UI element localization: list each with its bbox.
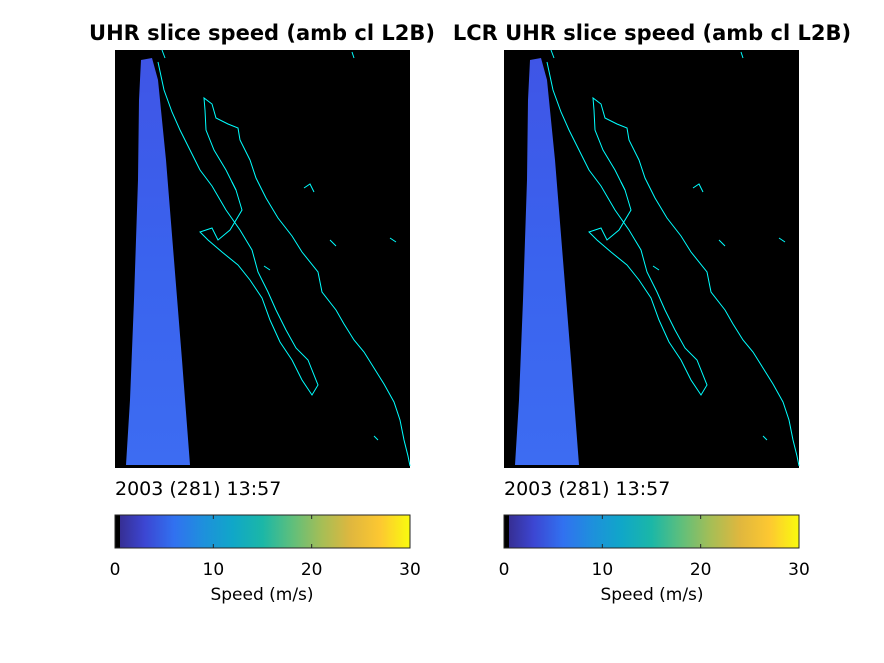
panel-1-swath — [126, 58, 190, 465]
panel-1-colorbar-tick-label: 30 — [399, 560, 421, 580]
panel-2-colorbar-tick-label: 10 — [592, 560, 614, 580]
panel-1-coastline — [157, 49, 411, 467]
panel-1-colorbar-frame — [114, 514, 411, 549]
panel-1-colorbar-tick-label: 20 — [301, 560, 323, 580]
panel-2-colorbar-tick-label: 20 — [690, 560, 712, 580]
panel-1-colorbar-zero — [115, 515, 120, 548]
panel-2-date: 2003 (281) 13:57 — [504, 478, 670, 500]
panel-1-title: UHR slice speed (amb cl L2B) — [89, 21, 435, 45]
panel-2-colorbar: 0 10 20 30 Speed (m/s) — [499, 514, 810, 605]
panel-1-colorbar: 0 10 20 30 Speed (m/s) — [110, 514, 421, 605]
panel-2-colorbar-label: Speed (m/s) — [600, 585, 703, 605]
panel-2-colorbar-zero — [504, 515, 509, 548]
panel-1: UHR slice speed (amb cl L2B) 2003 (281) … — [89, 21, 435, 605]
panel-2-coastline — [546, 49, 800, 467]
panel-2: LCR UHR slice speed (amb cl L2B) 2003 (2… — [453, 21, 851, 605]
panel-1-colorbar-tick-label: 0 — [110, 560, 121, 580]
panel-2-swath — [515, 58, 579, 465]
panel-2-colorbar-tick-label: 0 — [499, 560, 510, 580]
panel-1-colorbar-label: Speed (m/s) — [210, 585, 313, 605]
panel-1-colorbar-gradient — [115, 515, 410, 548]
panel-2-colorbar-gradient — [504, 515, 799, 548]
panel-2-title: LCR UHR slice speed (amb cl L2B) — [453, 21, 851, 45]
panel-1-colorbar-tick-label: 10 — [203, 560, 225, 580]
panel-2-colorbar-tick-label: 30 — [788, 560, 810, 580]
panel-2-colorbar-frame — [503, 514, 800, 549]
panel-1-date: 2003 (281) 13:57 — [115, 478, 281, 500]
